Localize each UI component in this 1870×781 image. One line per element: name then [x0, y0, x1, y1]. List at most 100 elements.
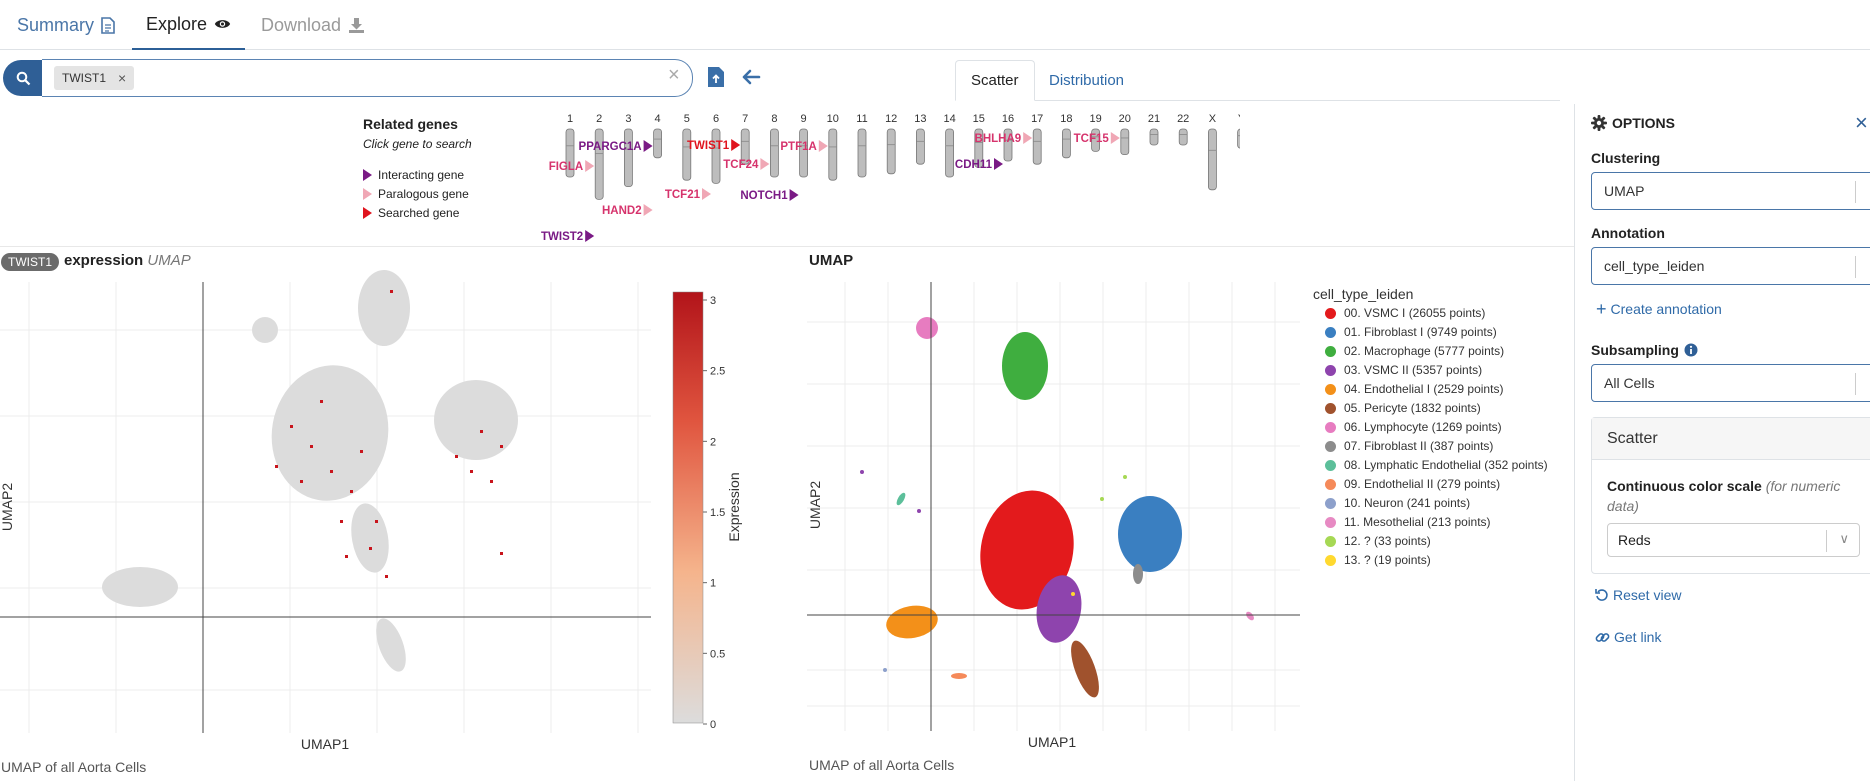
interacting-marker-icon — [363, 169, 372, 181]
legend-item[interactable]: 05. Pericyte (1832 points) — [1325, 401, 1481, 415]
gene-marker[interactable] — [789, 189, 799, 201]
gene-marker[interactable] — [585, 230, 595, 242]
legend-item[interactable]: 06. Lymphocyte (1269 points) — [1325, 420, 1502, 434]
legend-color-dot — [1325, 326, 1336, 338]
search-button[interactable] — [3, 60, 43, 96]
section-divider — [0, 246, 1574, 247]
chromosome-label: 20 — [1119, 113, 1131, 125]
clustering-select[interactable]: UMAP ∨ — [1591, 172, 1870, 210]
expression-xlabel: UMAP1 — [301, 736, 349, 752]
expression-colorbar — [672, 291, 704, 724]
upload-file-icon[interactable] — [707, 66, 725, 88]
legend-item-label: 05. Pericyte (1832 points) — [1344, 401, 1481, 415]
gene-marker[interactable] — [818, 140, 828, 152]
cluster-blob — [1036, 575, 1082, 643]
gene-marker[interactable] — [1110, 132, 1120, 144]
umap-scatter-plot[interactable]: UMAP1 UMAP2 — [800, 270, 1310, 758]
chromosome-bar — [740, 128, 750, 165]
cluster-point — [1123, 475, 1127, 479]
tab-scatter-label: Scatter — [971, 72, 1019, 89]
chromosome-bar — [769, 128, 779, 178]
tab-download[interactable]: Download — [247, 0, 379, 50]
chevron-down-icon: ∨ — [1839, 531, 1849, 546]
gene-label[interactable]: TWIST2 — [541, 231, 583, 242]
legend-item[interactable]: 07. Fibroblast II (387 points) — [1325, 439, 1493, 453]
legend-item[interactable]: 02. Macrophage (5777 points) — [1325, 344, 1504, 358]
chromosome-bar — [682, 128, 692, 181]
expression-point — [360, 450, 363, 453]
tab-scatter[interactable]: Scatter — [955, 60, 1035, 101]
close-options-button[interactable]: × — [1855, 110, 1868, 135]
gene-marker[interactable] — [731, 139, 741, 151]
colorbar-tick-label: 0 — [710, 719, 716, 731]
gene-marker[interactable] — [643, 204, 653, 216]
legend-item[interactable]: 09. Endothelial II (279 points) — [1325, 477, 1500, 491]
gene-marker[interactable] — [702, 188, 711, 200]
gene-search-input[interactable] — [42, 59, 693, 97]
legend-item-label: 04. Endothelial I (2529 points) — [1344, 382, 1504, 396]
chromosome-label: 21 — [1148, 113, 1160, 125]
gene-label[interactable]: FIGLA — [549, 161, 584, 173]
get-link-link[interactable]: Get link — [1595, 629, 1661, 645]
subsampling-select[interactable]: All Cells ∨ — [1591, 364, 1870, 402]
gene-label[interactable]: NOTCH1 — [740, 190, 788, 202]
options-header: OPTIONS — [1591, 115, 1675, 131]
reset-view-link[interactable]: Reset view — [1595, 587, 1681, 603]
gene-label[interactable]: TCF21 — [665, 189, 701, 201]
tab-explore[interactable]: Explore — [132, 0, 245, 50]
color-scale-select[interactable]: Reds ∨ — [1607, 523, 1860, 557]
tab-distribution[interactable]: Distribution — [1034, 60, 1139, 101]
legend-item[interactable]: 13. ? (19 points) — [1325, 553, 1431, 567]
chromosome-bar — [945, 128, 955, 178]
gene-label[interactable]: CDH11 — [955, 159, 993, 171]
legend-item[interactable]: 00. VSMC I (26055 points) — [1325, 306, 1485, 320]
create-annotation-link[interactable]: + Create annotation — [1596, 300, 1722, 318]
gene-label[interactable]: TWIST1 — [687, 140, 730, 152]
gene-label[interactable]: PPARGC1A — [579, 141, 642, 153]
gene-badge: TWIST1 — [1, 253, 59, 271]
gene-label[interactable]: TCF15 — [1074, 133, 1110, 145]
gene-marker[interactable] — [994, 158, 1003, 170]
expression-point — [340, 520, 343, 523]
gene-label[interactable]: TCF24 — [723, 159, 759, 171]
gene-label[interactable]: HAND2 — [602, 205, 642, 217]
get-link-label: Get link — [1614, 629, 1662, 645]
gene-marker[interactable] — [1023, 132, 1033, 144]
chromosome-bar — [886, 128, 896, 175]
undo-icon — [1595, 589, 1608, 601]
cluster-blob — [1118, 496, 1182, 572]
chromosome-label: 15 — [973, 113, 985, 125]
gene-marker[interactable] — [760, 158, 770, 170]
chip-remove-button[interactable]: × — [118, 70, 127, 86]
clear-search-button[interactable]: × — [668, 64, 680, 86]
umap-caption: UMAP of all Aorta Cells — [809, 757, 955, 773]
expression-point — [490, 480, 493, 483]
colorbar-ticks: 3 2.5 2 1.5 1 0.5 0 — [703, 295, 725, 731]
gene-marker[interactable] — [643, 140, 653, 152]
info-icon[interactable] — [1684, 343, 1698, 357]
legend-item[interactable]: 04. Endothelial I (2529 points) — [1325, 382, 1503, 396]
tab-summary[interactable]: Summary — [3, 0, 129, 50]
expression-point — [310, 445, 313, 448]
legend-color-dot — [1325, 383, 1336, 395]
colorbar-tick-label: 2.5 — [710, 366, 725, 378]
expression-scatter-plot[interactable]: UMAP1 UMAP2 3 2.5 2 1.5 1 0.5 0 Expression — [0, 270, 760, 760]
chromosome-label: 18 — [1060, 113, 1072, 125]
options-title: OPTIONS — [1612, 115, 1676, 131]
cell-cluster — [376, 618, 406, 672]
back-arrow-icon[interactable] — [740, 66, 762, 88]
legend-item[interactable]: 08. Lymphatic Endothelial (352 points) — [1325, 458, 1548, 472]
annotation-select[interactable]: cell_type_leiden ∨ — [1591, 247, 1870, 285]
legend-item[interactable]: 10. Neuron (241 points) — [1325, 496, 1470, 510]
legend-item[interactable]: 11. Mesothelial (213 points) — [1325, 515, 1491, 529]
gene-label[interactable]: BHLHA9 — [975, 133, 1022, 145]
gene-label[interactable]: PTF1A — [780, 141, 816, 153]
legend-item[interactable]: 12. ? (33 points) — [1325, 534, 1431, 548]
legend-item[interactable]: 03. VSMC II (5357 points) — [1325, 363, 1482, 377]
select-separator — [1826, 530, 1827, 552]
select-separator — [1855, 181, 1856, 203]
gene-chip-label: TWIST1 — [62, 71, 106, 85]
legend-item[interactable]: 01. Fibroblast I (9749 points) — [1325, 325, 1497, 339]
chevron-down-icon: ∨ — [1868, 374, 1870, 390]
gene-marker[interactable] — [585, 160, 595, 172]
